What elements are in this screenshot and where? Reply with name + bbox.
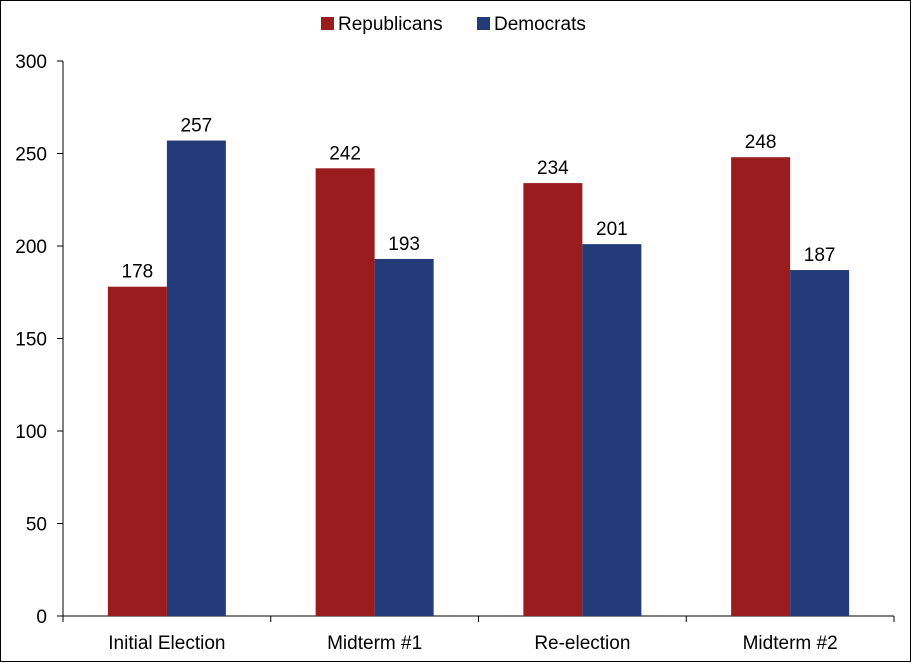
legend-swatch-republicans [321, 17, 334, 30]
bars [107, 140, 850, 617]
data-label-democrats: 187 [804, 245, 836, 266]
legend-label-democrats: Democrats [494, 14, 586, 35]
x-category-label: Midterm #2 [743, 633, 838, 654]
data-label-democrats: 193 [388, 234, 420, 255]
data-label-republicans: 234 [537, 158, 569, 179]
bar-republicans [523, 183, 583, 616]
data-labels: 178 257 242 193 234 201 248 187 [122, 116, 836, 283]
legend-label-republicans: Republicans [338, 14, 443, 35]
bar-republicans [731, 157, 791, 616]
x-category-label: Initial Election [108, 633, 225, 654]
data-label-republicans: 242 [329, 143, 361, 164]
bar-democrats [582, 244, 642, 616]
y-tick-label: 100 [15, 422, 47, 443]
y-tick-label: 0 [36, 607, 47, 628]
bar-democrats [166, 140, 226, 617]
bar-democrats [790, 270, 850, 616]
y-tick-label: 300 [15, 52, 47, 73]
y-tick-label: 50 [26, 515, 47, 536]
y-tick-label: 200 [15, 237, 47, 258]
data-label-republicans: 248 [745, 132, 777, 153]
bar-republicans [315, 168, 375, 617]
x-category-label: Re-election [534, 633, 630, 654]
data-label-republicans: 178 [122, 262, 154, 283]
y-tick-label: 150 [15, 330, 47, 351]
data-label-democrats: 257 [181, 116, 213, 137]
axes: 0 50 100 150 200 250 300 Initial Election Midter… [15, 52, 895, 654]
legend-swatch-democrats [477, 17, 490, 30]
bar-democrats [374, 258, 434, 616]
legend: Republicans Democrats [321, 14, 586, 35]
bar-republicans [107, 286, 167, 616]
data-label-democrats: 201 [596, 219, 628, 240]
y-tick-label: 250 [15, 145, 47, 166]
x-category-label: Midterm #1 [327, 633, 422, 654]
